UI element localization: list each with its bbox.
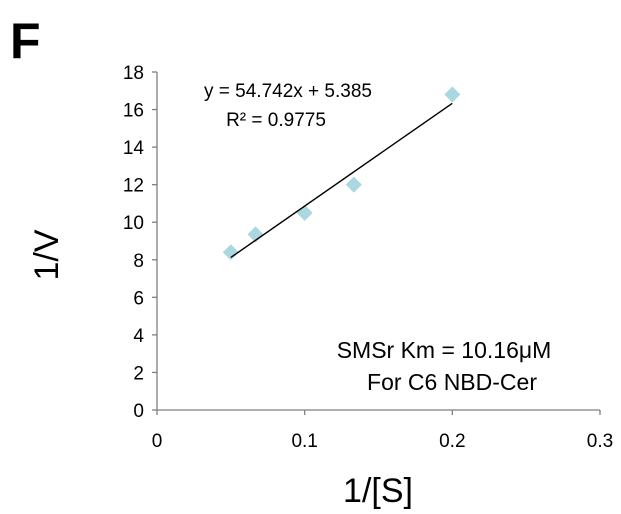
trendline-equation: y = 54.742x + 5.385 [204, 81, 372, 102]
panel-label: F [10, 13, 41, 69]
plot-area: 0 2 4 6 8 10 12 14 16 18 0 0.1 0.2 0.3 [123, 63, 613, 452]
data-point [444, 86, 461, 103]
y-tick-label: 18 [123, 63, 144, 84]
x-tick-label: 0.3 [587, 431, 613, 452]
y-tick-label: 8 [133, 251, 144, 272]
data-point [296, 204, 313, 221]
x-tick-label: 0.2 [439, 431, 465, 452]
km-note-line1: SMSr Km = 10.16μM [337, 337, 552, 363]
y-tick-label: 4 [133, 326, 144, 347]
data-point [247, 226, 264, 243]
r-squared-label: R² = 0.9775 [226, 110, 326, 131]
x-axis-title: 1/[S] [343, 472, 413, 510]
km-note-line2: For C6 NBD-Cer [367, 369, 537, 395]
data-point [222, 244, 239, 261]
y-tick-label: 10 [123, 213, 144, 234]
y-tick-label: 6 [133, 288, 144, 309]
y-tick-label: 16 [123, 101, 144, 122]
y-tick-label: 14 [123, 138, 145, 159]
y-tick-label: 0 [133, 401, 144, 422]
x-tick-label: 0.1 [291, 431, 317, 452]
y-axis-title: 1/V [28, 229, 66, 280]
y-tick-label: 2 [133, 363, 144, 384]
x-tick-label: 0 [152, 431, 163, 452]
data-point [345, 176, 362, 193]
trendline [230, 102, 453, 259]
y-tick-label: 12 [123, 176, 144, 197]
